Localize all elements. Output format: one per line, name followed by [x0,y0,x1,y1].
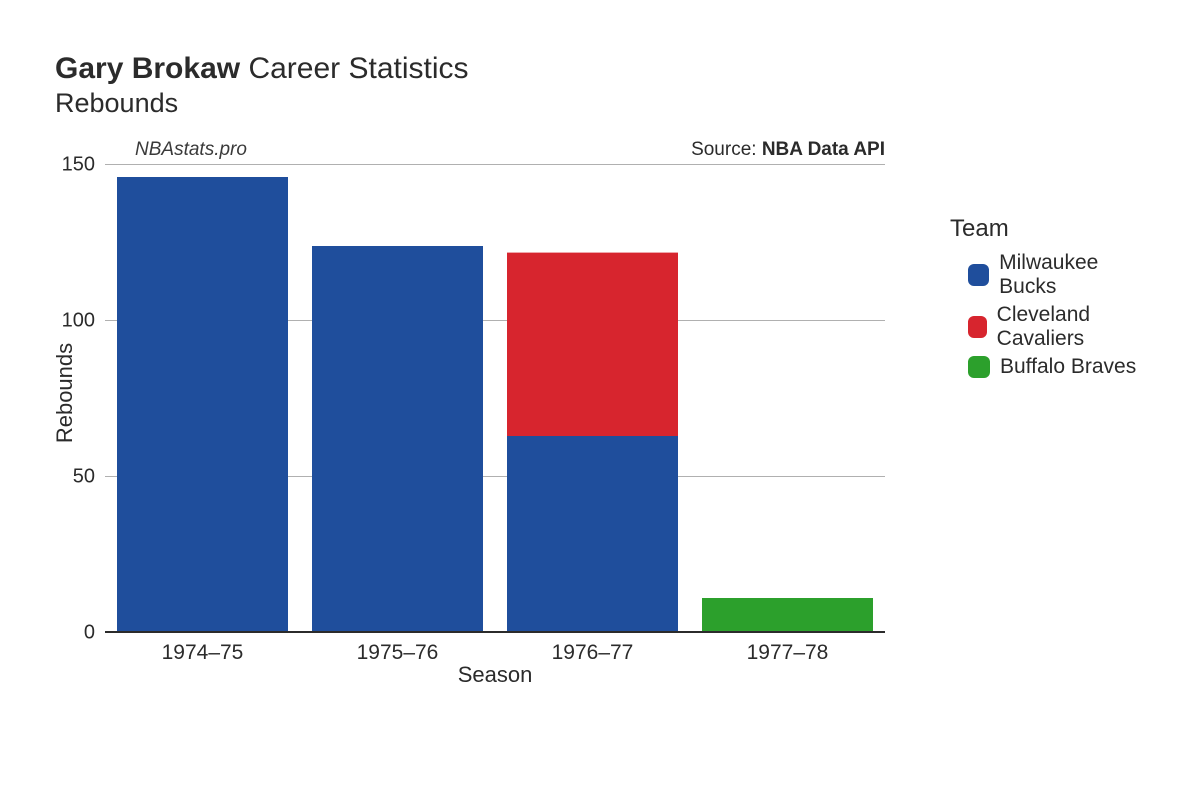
legend: Team Milwaukee BucksCleveland Cavaliers B… [950,215,1155,383]
bar-segment [312,246,484,632]
y-tick-label: 50 [45,465,95,488]
y-tick-label: 100 [45,309,95,332]
bar-segment [507,252,679,436]
bars [105,153,885,633]
legend-item: Cleveland Cavaliers [968,303,1155,351]
legend-title: Team [950,215,1155,243]
bar-group [312,246,484,632]
legend-swatch [968,264,989,286]
plot-area: NBAstats.pro Source: NBA Data API Reboun… [105,139,885,699]
chart-subtitle: Rebounds [55,88,1155,119]
x-axis-label: Season [458,662,533,688]
bar-segment [117,177,289,632]
bar-segment [507,436,679,632]
y-tick-label: 150 [45,153,95,176]
bar-group [117,177,289,632]
grid-zone: Rebounds 050100150 1974–751975–761976–77… [105,153,885,633]
x-tick-label: 1974–75 [113,641,293,665]
legend-label: Milwaukee Bucks [999,251,1155,299]
legend-label: Cleveland Cavaliers [997,303,1155,351]
legend-swatch [968,316,987,338]
title-block: Gary Brokaw Career Statistics Rebounds [55,50,1155,119]
x-tick-label: 1977–78 [698,641,878,665]
legend-swatch [968,356,990,378]
legend-item: Milwaukee Bucks [968,251,1155,299]
bar-segment [702,598,874,632]
bar-group [702,598,874,632]
axis-baseline [105,631,885,633]
legend-items: Milwaukee BucksCleveland Cavaliers Buffal… [950,251,1155,379]
legend-label: Buffalo Braves [1000,355,1136,379]
chart-container: Gary Brokaw Career Statistics Rebounds N… [55,50,1155,699]
bar-group [507,252,679,632]
chart-title: Gary Brokaw Career Statistics [55,50,1155,88]
y-axis-label: Rebounds [52,342,78,442]
title-suffix: Career Statistics [248,52,468,85]
legend-item: Buffalo Braves [968,355,1155,379]
title-player: Gary Brokaw [55,52,240,85]
y-tick-label: 0 [45,621,95,644]
